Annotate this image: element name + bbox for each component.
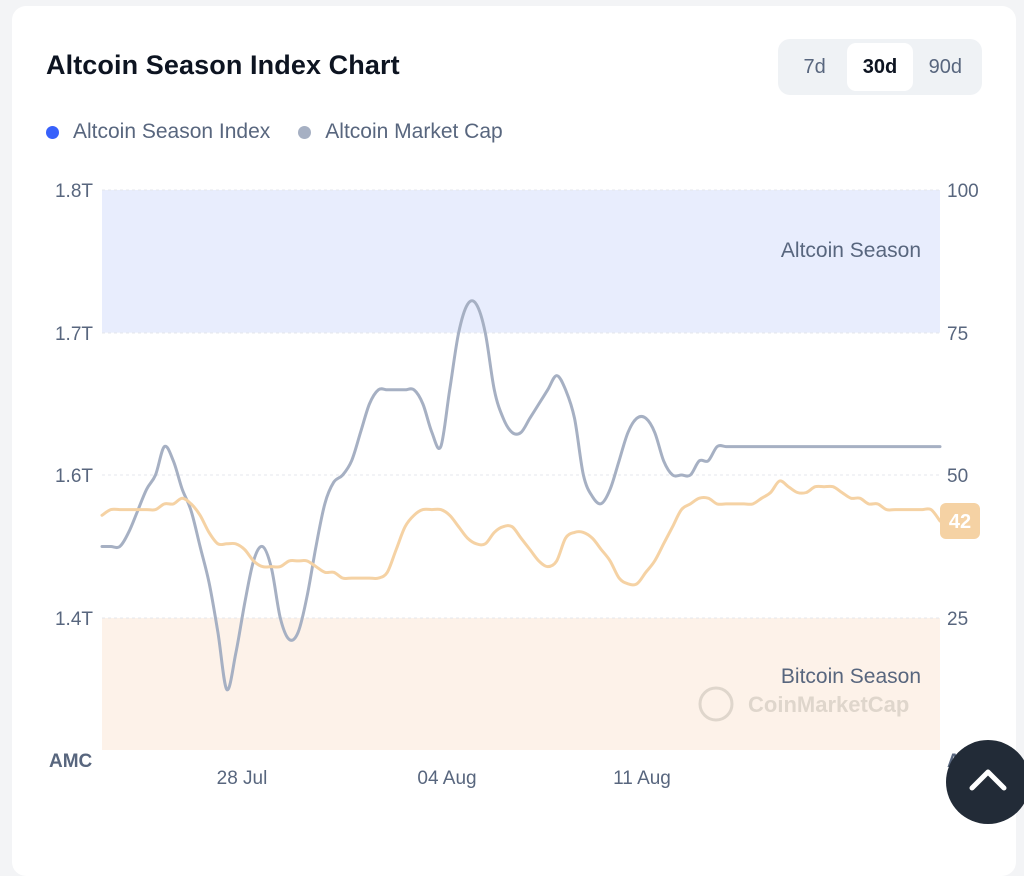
left-axis-label: AMC: [49, 751, 93, 772]
series-line-altcoin-market-cap[interactable]: [100, 299, 942, 692]
current-value-badge: [940, 502, 980, 539]
x-axis-tick-label: 04 Aug: [417, 768, 476, 789]
legend-dot-index: [46, 125, 59, 139]
left-axis-tick-label: 1.6T: [55, 466, 93, 487]
right-axis-tick-label: 25: [947, 609, 968, 630]
right-axis-tick-label: 75: [947, 324, 968, 345]
x-axis-tick-label: 28 Jul: [217, 768, 268, 789]
right-axis-tick-label: 100: [947, 181, 979, 202]
x-axis-tick-label: 11 Aug: [613, 768, 671, 789]
legend-dot-market-cap: [298, 125, 312, 139]
series-line-altcoin-season-index[interactable]: [100, 479, 942, 587]
left-axis-tick-label: 1.7T: [55, 324, 93, 345]
right-axis-tick-label: 50: [947, 466, 968, 487]
legend-label-index: Altcoin Season Index: [73, 120, 271, 143]
scroll-to-top-button[interactable]: [946, 740, 1024, 824]
range-30d-button[interactable]: 30d: [847, 43, 913, 91]
zone-label-bitcoin-season: Bitcoin Season: [781, 665, 921, 688]
left-axis-tick-label: 1.8T: [55, 181, 93, 202]
range-toggle: 7d 30d 90d: [778, 39, 982, 95]
range-90d-button[interactable]: 90d: [913, 43, 978, 91]
range-7d-button[interactable]: 7d: [782, 43, 847, 91]
left-axis-tick-label: 1.4T: [55, 609, 93, 630]
chevron-up-icon: [969, 769, 1007, 791]
zone-label-altcoin-season: Altcoin Season: [781, 239, 921, 262]
zone-band-altcoin-season: [102, 190, 940, 333]
legend-label-market-cap: Altcoin Market Cap: [325, 120, 503, 143]
watermark-text: CoinMarketCap: [748, 692, 909, 717]
legend-item-index[interactable]: Altcoin Season Index: [46, 120, 270, 144]
chart-title: Altcoin Season Index Chart: [46, 50, 400, 80]
legend-item-market-cap[interactable]: Altcoin Market Cap: [298, 120, 503, 144]
watermark-coinmarketcap: CoinMarketCap: [698, 686, 909, 722]
current-value-label: 42: [949, 511, 971, 533]
coinmarketcap-logo-icon: [698, 686, 734, 722]
chart-legend: Altcoin Season Index Altcoin Market Cap: [46, 120, 503, 144]
zone-band-bitcoin-season: [102, 618, 940, 750]
